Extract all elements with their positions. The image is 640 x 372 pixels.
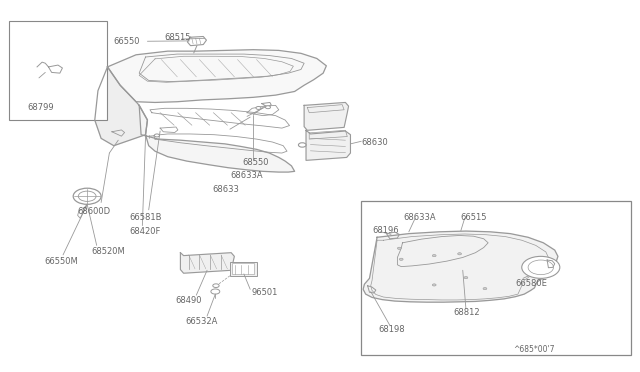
Polygon shape (180, 253, 234, 273)
Text: 68600D: 68600D (77, 207, 111, 216)
Polygon shape (95, 67, 147, 146)
Polygon shape (108, 50, 326, 102)
Text: 68515: 68515 (164, 33, 191, 42)
Bar (230, 262, 257, 276)
Text: 68196: 68196 (372, 226, 399, 235)
Text: 68490: 68490 (175, 296, 202, 305)
Text: 68420F: 68420F (130, 227, 161, 236)
Circle shape (154, 134, 159, 137)
Text: ^685*00'7: ^685*00'7 (513, 344, 555, 353)
Text: 68520M: 68520M (92, 247, 125, 256)
Circle shape (397, 247, 401, 249)
Text: 68198: 68198 (378, 325, 405, 334)
Text: 66532A: 66532A (186, 317, 218, 326)
Circle shape (432, 284, 436, 286)
Text: 66550: 66550 (114, 37, 140, 46)
Bar (9, 21, 108, 120)
Text: 66580E: 66580E (515, 279, 547, 288)
Polygon shape (139, 105, 294, 172)
Text: 68799: 68799 (27, 103, 54, 112)
Text: 68633: 68633 (212, 185, 239, 194)
Text: 96501: 96501 (252, 288, 278, 297)
Circle shape (73, 188, 101, 204)
Text: 68633A: 68633A (230, 170, 262, 180)
Bar (232, 263, 254, 274)
Circle shape (78, 191, 96, 201)
Bar (361, 201, 631, 355)
Circle shape (522, 256, 560, 278)
Text: 68630: 68630 (361, 138, 388, 147)
Text: 68550: 68550 (243, 158, 269, 167)
Polygon shape (306, 130, 351, 160)
Text: 66550M: 66550M (44, 257, 78, 266)
Circle shape (458, 253, 461, 255)
Circle shape (432, 254, 436, 257)
Circle shape (298, 143, 306, 147)
Circle shape (266, 106, 271, 109)
Circle shape (464, 276, 468, 279)
Text: 66581B: 66581B (130, 213, 162, 222)
Polygon shape (304, 102, 349, 130)
Circle shape (399, 258, 403, 260)
Text: 68633A: 68633A (404, 213, 436, 222)
Circle shape (483, 288, 487, 290)
Circle shape (212, 284, 219, 288)
Circle shape (256, 106, 261, 109)
Polygon shape (363, 231, 558, 302)
Text: 66515: 66515 (461, 213, 487, 222)
Text: 68812: 68812 (453, 308, 480, 317)
Circle shape (211, 289, 220, 294)
Circle shape (528, 260, 554, 275)
